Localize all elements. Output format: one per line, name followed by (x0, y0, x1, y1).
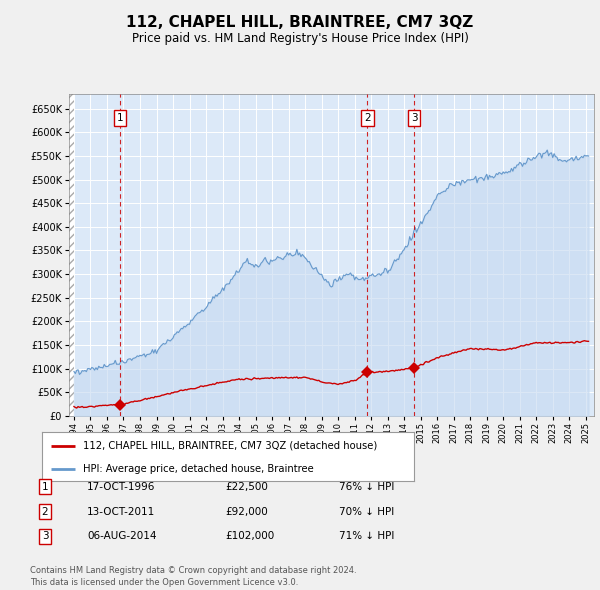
Text: 2: 2 (41, 507, 49, 516)
Text: 3: 3 (41, 532, 49, 541)
Text: 112, CHAPEL HILL, BRAINTREE, CM7 3QZ (detached house): 112, CHAPEL HILL, BRAINTREE, CM7 3QZ (de… (83, 441, 377, 451)
Text: Contains HM Land Registry data © Crown copyright and database right 2024.
This d: Contains HM Land Registry data © Crown c… (30, 566, 356, 587)
Text: Price paid vs. HM Land Registry's House Price Index (HPI): Price paid vs. HM Land Registry's House … (131, 32, 469, 45)
Text: 06-AUG-2014: 06-AUG-2014 (87, 532, 157, 541)
Text: £92,000: £92,000 (225, 507, 268, 516)
Text: £102,000: £102,000 (225, 532, 274, 541)
Text: 70% ↓ HPI: 70% ↓ HPI (339, 507, 394, 516)
Text: 2: 2 (364, 113, 371, 123)
Text: 3: 3 (411, 113, 418, 123)
Text: HPI: Average price, detached house, Braintree: HPI: Average price, detached house, Brai… (83, 464, 314, 474)
Text: 17-OCT-1996: 17-OCT-1996 (87, 482, 155, 491)
Text: £22,500: £22,500 (225, 482, 268, 491)
Bar (69, 71, 74, 416)
Text: 71% ↓ HPI: 71% ↓ HPI (339, 532, 394, 541)
Text: 1: 1 (117, 113, 124, 123)
Text: 76% ↓ HPI: 76% ↓ HPI (339, 482, 394, 491)
Text: 1: 1 (41, 482, 49, 491)
Text: 13-OCT-2011: 13-OCT-2011 (87, 507, 155, 516)
Text: 112, CHAPEL HILL, BRAINTREE, CM7 3QZ: 112, CHAPEL HILL, BRAINTREE, CM7 3QZ (127, 15, 473, 30)
